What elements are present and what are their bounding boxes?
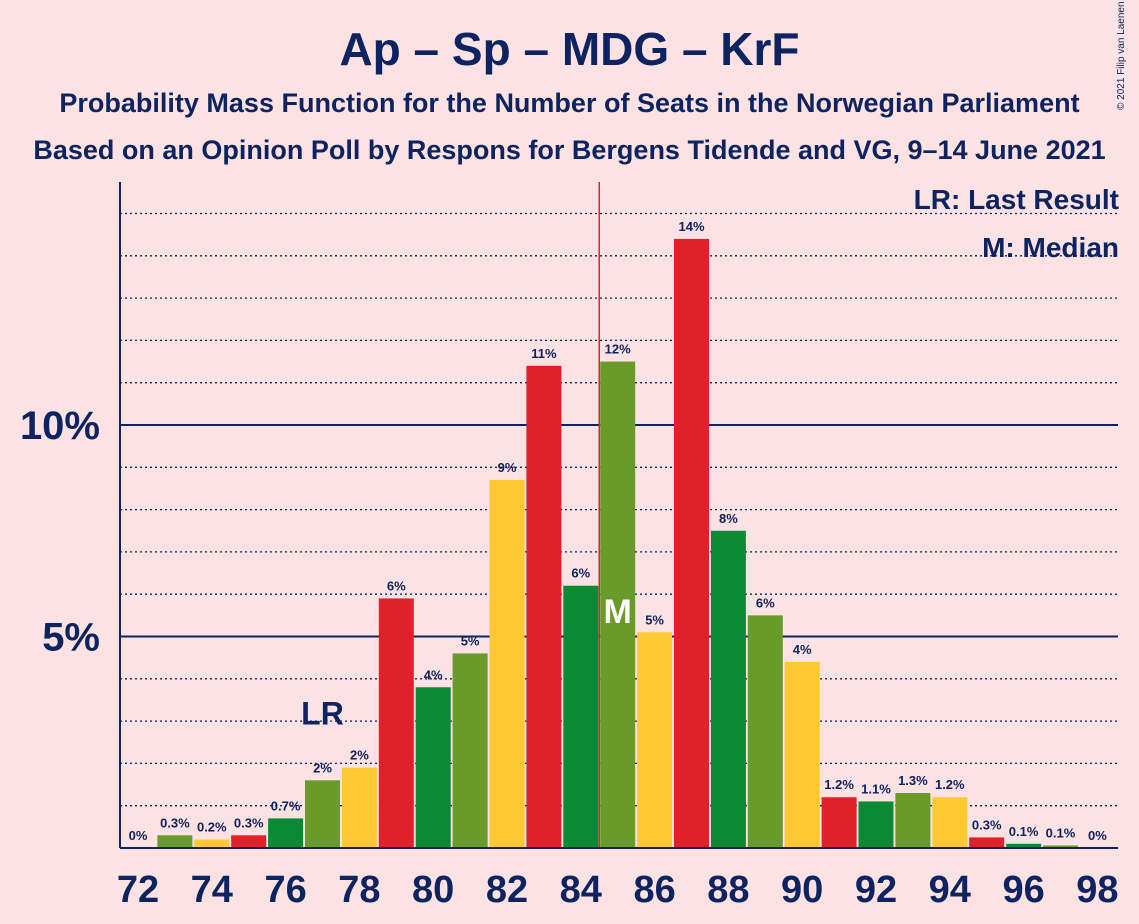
data-label: 5%	[645, 612, 664, 627]
bar-seat-77	[305, 780, 340, 848]
chart-subtitle-1: Probability Mass Function for the Number…	[59, 88, 1080, 118]
x-tick-label: 98	[1076, 869, 1118, 911]
chart-title: Ap – Sp – MDG – KrF	[339, 23, 800, 75]
bar-seat-81	[452, 653, 488, 848]
data-label: 0%	[1088, 828, 1107, 843]
bar-seat-89	[747, 615, 783, 848]
bar-seat-78	[341, 767, 377, 848]
y-tick-label: 10%	[20, 404, 100, 448]
x-tick-label: 88	[707, 869, 749, 911]
data-label: 12%	[605, 342, 631, 357]
data-label: 0.2%	[197, 820, 227, 835]
bar-seat-87	[674, 238, 709, 848]
data-label: 6%	[387, 578, 406, 593]
data-label: 11%	[531, 346, 557, 361]
bar-seat-94	[932, 797, 968, 848]
data-label: 8%	[719, 511, 738, 526]
data-label: 2%	[313, 760, 332, 775]
bar-seat-91	[821, 797, 857, 848]
bar-seat-93	[895, 793, 931, 848]
chart-subtitle-2: Based on an Opinion Poll by Respons for …	[33, 135, 1106, 165]
bar-seat-95	[969, 837, 1005, 848]
x-tick-label: 78	[338, 869, 380, 911]
data-label: 0.3%	[234, 815, 264, 830]
data-label: 14%	[678, 219, 704, 234]
bar-seat-92	[858, 801, 894, 848]
data-label: 4%	[424, 667, 443, 682]
bar-seat-90	[784, 661, 820, 848]
data-label: 1.2%	[824, 777, 854, 792]
x-tick-label: 96	[1002, 869, 1044, 911]
x-tick-label: 74	[191, 869, 233, 911]
x-tick-label: 82	[486, 869, 528, 911]
data-label: 0.1%	[1046, 825, 1076, 840]
data-label: 6%	[571, 566, 590, 581]
data-label: 1.3%	[898, 773, 928, 788]
x-tick-label: 92	[855, 869, 897, 911]
bar-seat-76	[268, 818, 304, 848]
data-label: 0.3%	[972, 817, 1002, 832]
bar-seat-97	[1043, 845, 1078, 848]
bar-seat-86	[637, 632, 673, 848]
bar-seat-79	[378, 598, 414, 848]
bar-seat-88	[710, 530, 746, 848]
legend-median: M: Median	[982, 232, 1119, 263]
x-tick-label: 86	[633, 869, 675, 911]
data-label: 2%	[350, 748, 369, 763]
last-result-marker: LR	[301, 696, 344, 732]
x-tick-label: 72	[117, 869, 159, 911]
legend-last-result: LR: Last Result	[913, 184, 1119, 215]
bar-seat-85	[600, 361, 636, 848]
bar-seat-80	[415, 687, 451, 848]
data-label: 4%	[793, 642, 812, 657]
bar-seat-82	[489, 479, 525, 848]
bar-seat-73	[157, 835, 193, 848]
data-label: 6%	[756, 595, 775, 610]
data-label: 9%	[498, 460, 517, 475]
data-label: 0.7%	[271, 798, 301, 813]
median-marker: M	[604, 593, 632, 631]
bar-seat-74	[194, 839, 230, 848]
data-label: 1.1%	[861, 781, 891, 796]
data-label: 0.3%	[160, 815, 190, 830]
x-tick-label: 80	[412, 869, 454, 911]
data-label: 0.1%	[1009, 824, 1039, 839]
bar-seat-83	[526, 365, 562, 848]
x-tick-label: 94	[929, 869, 971, 911]
data-label: 1.2%	[935, 777, 965, 792]
y-tick-label: 5%	[42, 616, 100, 660]
data-label: 5%	[461, 633, 480, 648]
data-label: 0%	[129, 828, 148, 843]
x-tick-label: 90	[781, 869, 823, 911]
bar-seat-75	[231, 835, 267, 848]
bar-seat-84	[563, 585, 599, 848]
x-tick-label: 76	[264, 869, 306, 911]
x-tick-label: 84	[560, 869, 602, 911]
bar-seat-96	[1006, 843, 1042, 848]
